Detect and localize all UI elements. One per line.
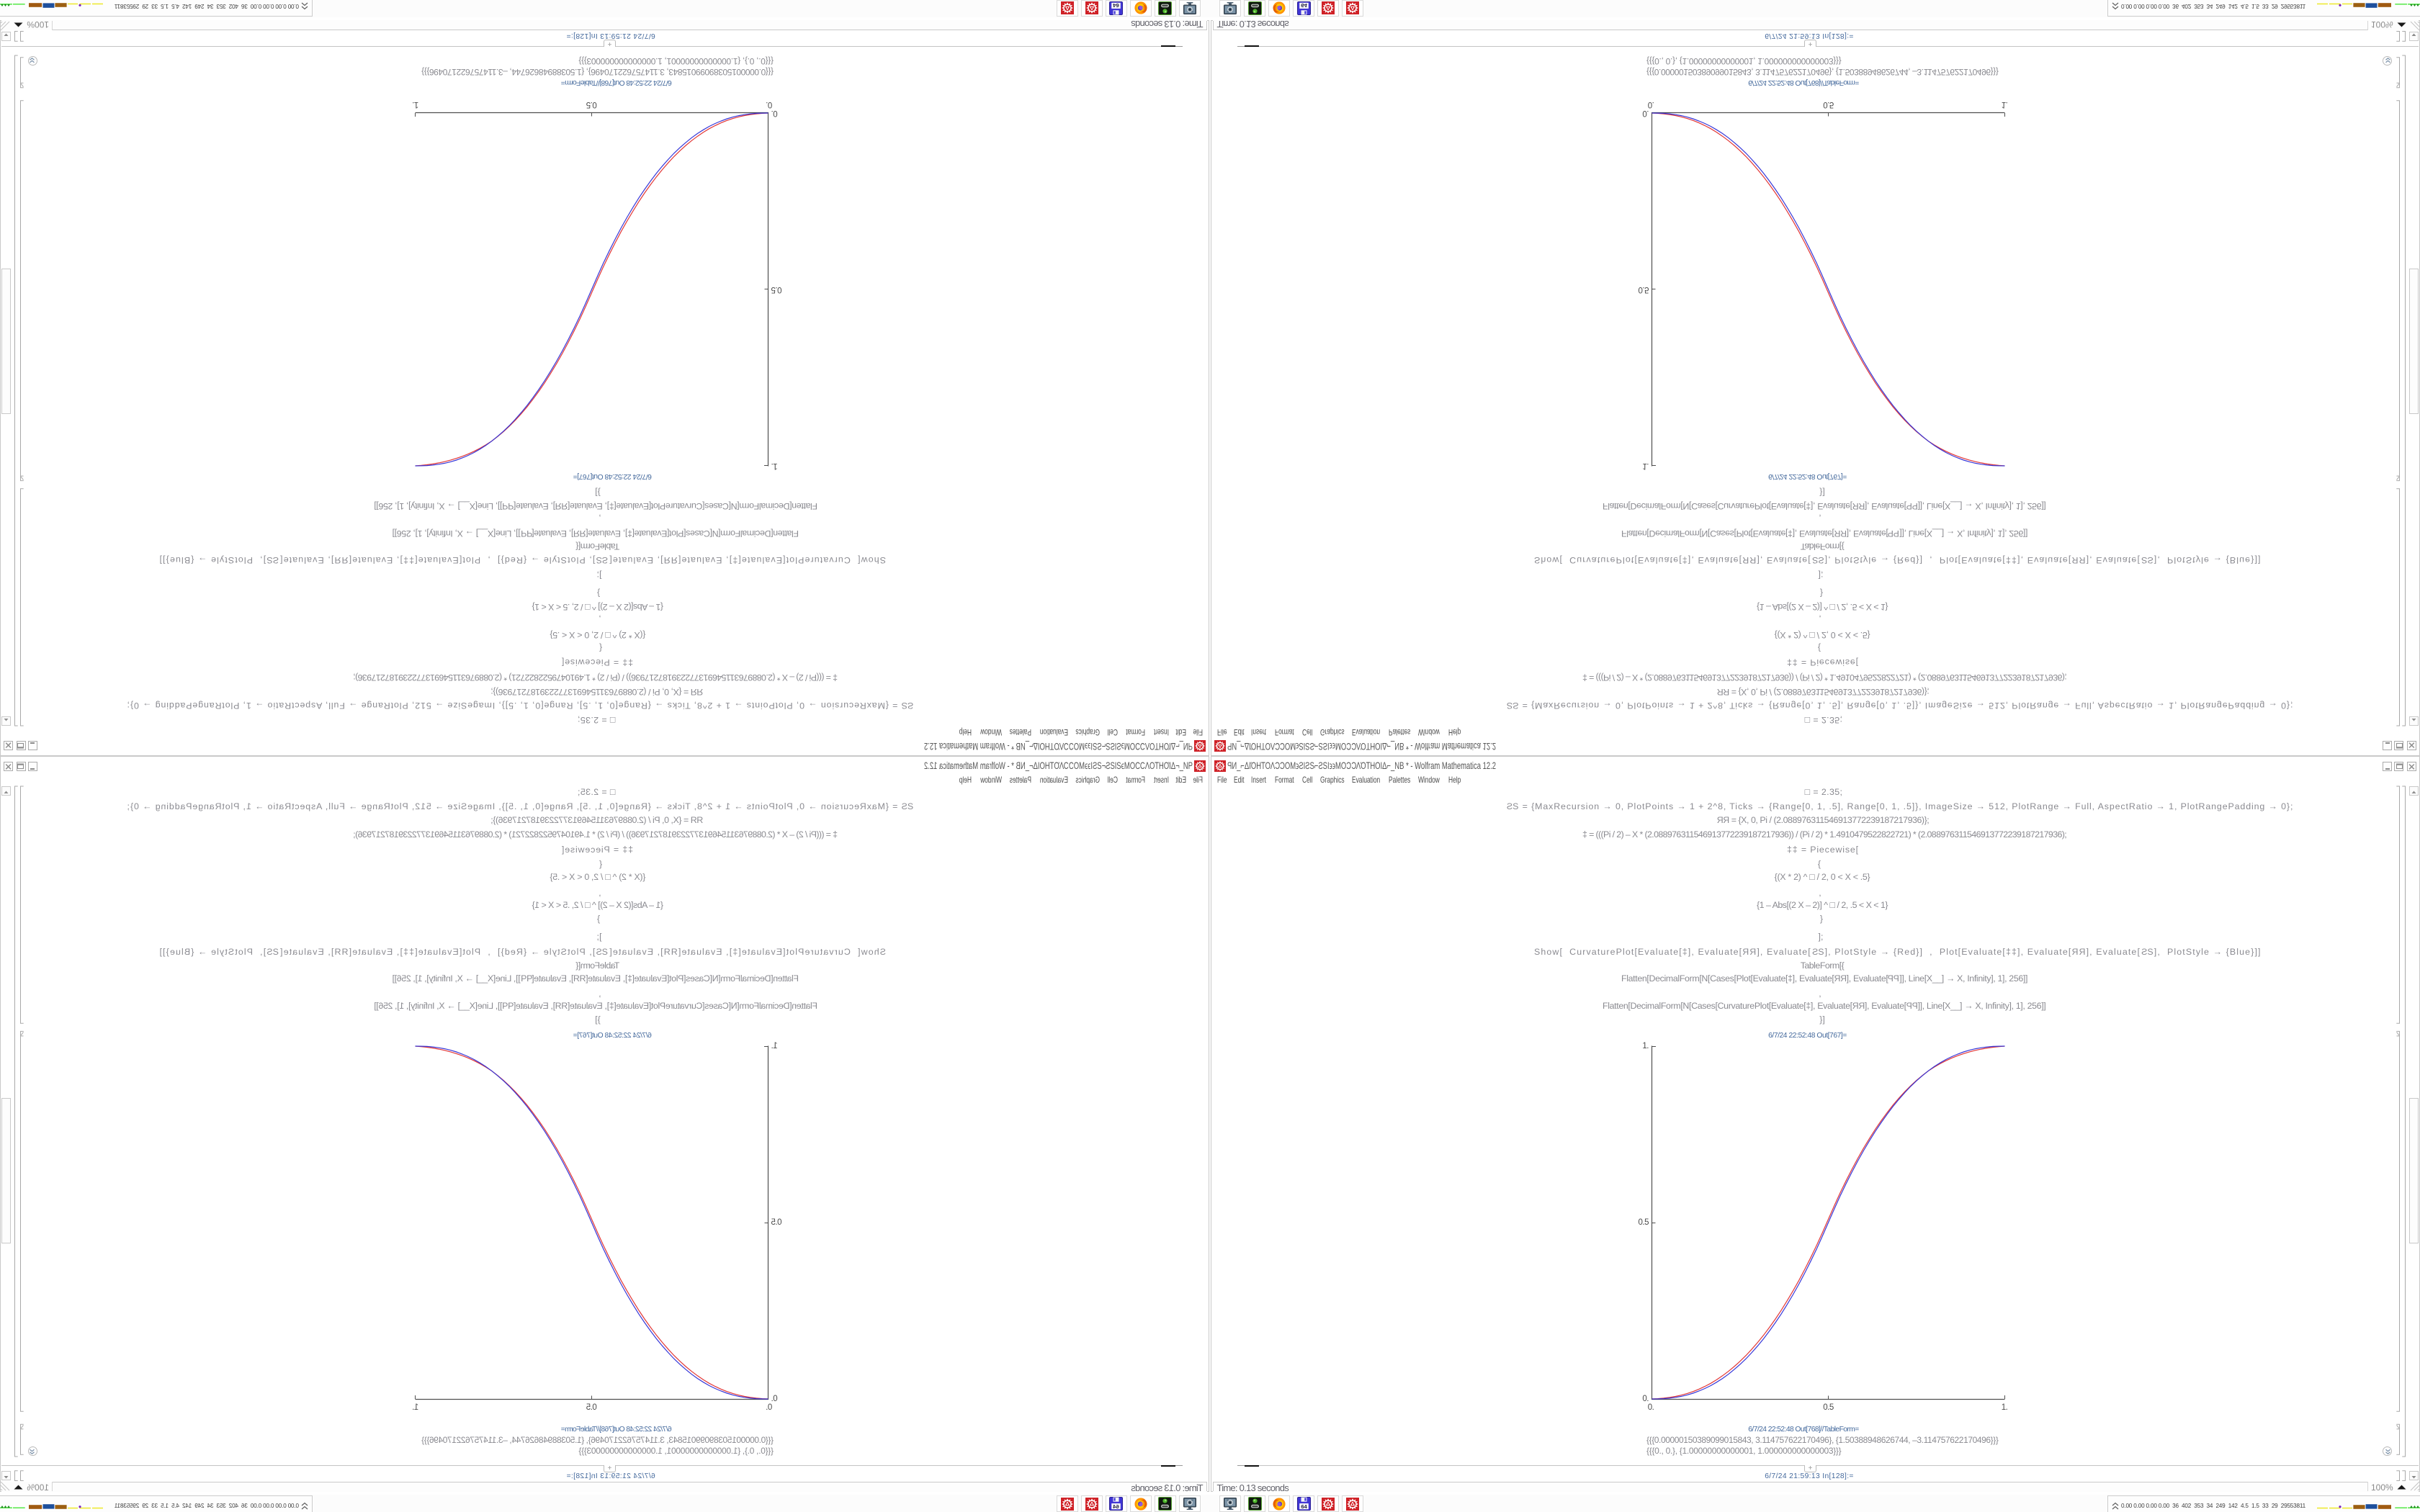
svg-text:64: 64 — [1113, 2, 1119, 9]
svg-text:64: 64 — [1301, 1503, 1307, 1510]
svg-text:64: 64 — [1301, 2, 1307, 9]
svg-text:64: 64 — [1113, 1503, 1119, 1510]
